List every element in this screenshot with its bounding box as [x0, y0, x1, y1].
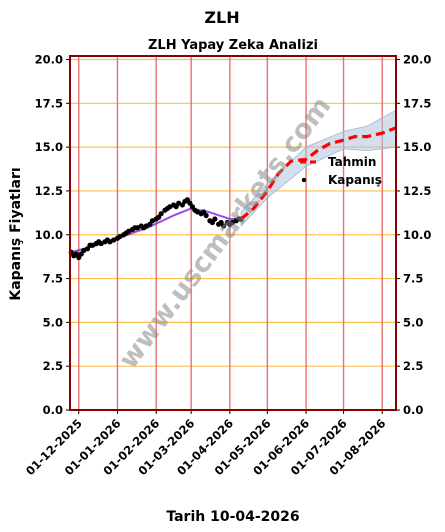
- y-tick-label-right: 7.5: [403, 272, 423, 286]
- y-tick-label-right: 2.5: [403, 359, 423, 373]
- y-axis-label: Kapanış Fiyatları: [8, 167, 24, 300]
- y-tick-label-left: 15.0: [35, 140, 63, 154]
- y-tick-label-left: 7.5: [43, 272, 63, 286]
- y-tick-label-right: 0.0: [403, 403, 423, 417]
- y-tick-label-left: 20.0: [35, 53, 63, 67]
- legend-close-label: Kapanış: [328, 173, 382, 187]
- legend-close-swatch: [301, 177, 307, 183]
- y-tick-label-right: 10.0: [403, 228, 431, 242]
- y-tick-label-left: 17.5: [35, 96, 63, 110]
- chart-title: ZLH Yapay Zeka Analizi: [148, 38, 318, 53]
- y-tick-label-right: 5.0: [403, 315, 423, 329]
- y-tick-label-right: 15.0: [403, 140, 431, 154]
- y-tick-label-right: 20.0: [403, 53, 431, 67]
- y-tick-label-right: 12.5: [403, 184, 431, 198]
- y-tick-label-left: 0.0: [43, 403, 63, 417]
- close-point: [221, 223, 227, 229]
- y-tick-label-left: 2.5: [43, 359, 63, 373]
- y-tick-label-left: 10.0: [35, 228, 63, 242]
- forecast-line: [240, 126, 397, 221]
- plot-area: 0.0 0.0 2.5 2.5 5.0 5.0 7.5 7.5 10.0 10.0 12.5 12.5…: [23, 53, 431, 479]
- close-point: [203, 212, 209, 219]
- chart-ticker: ZLH: [204, 8, 239, 27]
- legend-forecast-label: Tahmin: [328, 155, 376, 169]
- plot-frame: [69, 55, 397, 411]
- watermark: www.uscmarkets.com: [113, 91, 337, 375]
- y-tick-label-left: 12.5: [35, 184, 63, 198]
- y-tick-label-right: 17.5: [403, 96, 431, 110]
- close-point: [158, 211, 164, 217]
- close-point: [212, 216, 218, 222]
- y-tick-label-left: 5.0: [43, 315, 63, 329]
- x-axis-footer: Tarih 10-04-2026: [166, 509, 299, 525]
